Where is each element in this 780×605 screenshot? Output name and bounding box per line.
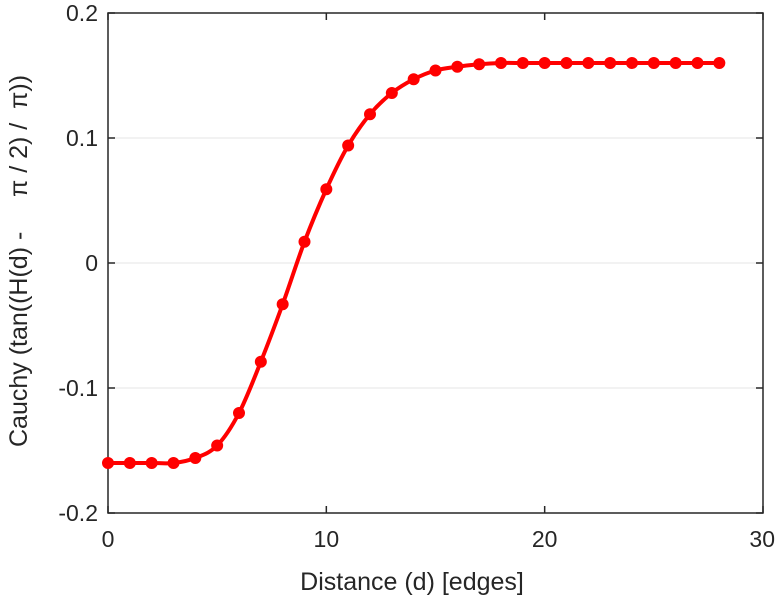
y-tick-label: -0.1 [58,375,98,401]
grid-lines [108,137,763,389]
data-point [582,57,595,69]
data-point [451,60,464,73]
data-point [364,108,376,121]
data-point [626,57,638,69]
data-point [669,57,682,69]
x-tick-label: 0 [102,526,115,552]
data-point [713,57,726,69]
data-point [145,457,158,469]
data-point [560,57,573,69]
x-tick-label: 10 [314,526,340,552]
data-point [647,57,660,69]
data-point [516,57,529,69]
data-point [604,57,617,69]
x-axis-label: Distance (d) [edges] [300,568,524,596]
data-point [211,439,224,452]
y-tick-label: -0.2 [58,500,98,526]
data-point [473,58,486,71]
y-tick-label: 0.1 [66,125,98,151]
axis-ticks: -0.2 -0.1 0 0.1 0.2 0 10 20 30 [58,0,775,552]
data-point [298,235,311,248]
data-point [385,87,398,99]
data-point [691,57,704,69]
series-layer [102,57,726,469]
data-point [320,183,333,196]
y-tick-label: 0 [85,250,98,276]
data-point [123,457,136,469]
x-tick-label: 30 [749,526,775,552]
data-point [538,57,551,69]
y-axis-label: Cauchy (tan((H(d) - π / 2) / π)) [5,75,33,447]
data-point [189,452,202,464]
data-point [254,355,267,368]
data-point [276,298,289,311]
x-tick-label: 20 [532,526,558,552]
data-point [102,457,114,469]
y-tick-label: 0.2 [66,0,98,26]
data-point [429,64,442,77]
data-point [342,139,355,152]
data-point [233,407,245,419]
data-point [167,457,180,469]
data-point [407,73,420,86]
data-point [495,57,507,69]
